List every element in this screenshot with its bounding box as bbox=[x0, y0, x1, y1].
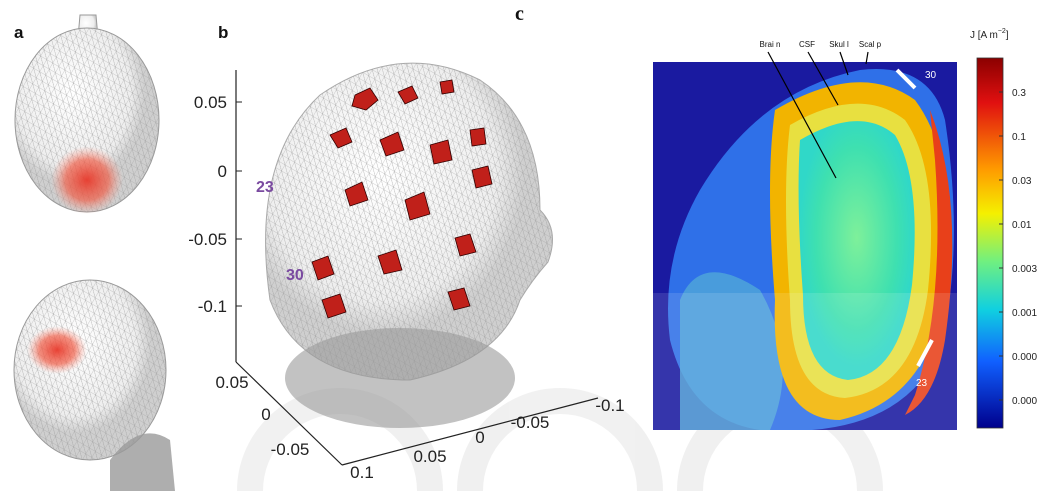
colorbar-label: 0.001 bbox=[1012, 308, 1037, 319]
colorbar-label: 0.01 bbox=[1012, 220, 1032, 231]
panel-label: b bbox=[218, 23, 228, 42]
colorbar-label: 0.1 bbox=[1012, 132, 1026, 143]
tick-label: -0.05 bbox=[188, 230, 227, 249]
tissue-label: Scal p bbox=[859, 40, 882, 49]
tick-label: 0 bbox=[475, 428, 484, 447]
tick-label: -0.1 bbox=[595, 396, 624, 415]
tick-label: 0 bbox=[261, 405, 270, 424]
colorbar-title-exponent: −2 bbox=[998, 28, 1006, 35]
colorbar bbox=[977, 58, 1003, 428]
colorbar-label: 0.0003 bbox=[1012, 352, 1037, 363]
colorbar-label: 0.3 bbox=[1012, 88, 1026, 99]
figure: a b bbox=[0, 0, 1037, 491]
tick-label: 0 bbox=[218, 162, 227, 181]
tick-label: -0.1 bbox=[198, 297, 227, 316]
panel-label: a bbox=[14, 23, 24, 42]
tissue-label: Skul l bbox=[829, 40, 849, 49]
head-back-view bbox=[14, 280, 175, 491]
tick-label: 0.1 bbox=[350, 463, 374, 482]
tick-label: -0.05 bbox=[271, 440, 310, 459]
electrode-annotation: 30 bbox=[286, 267, 304, 284]
tick-label: 0.05 bbox=[215, 373, 248, 392]
colorbar-title-text: ] bbox=[1006, 30, 1009, 41]
colorbar-label: 0.003 bbox=[1012, 264, 1037, 275]
head-3d bbox=[266, 63, 553, 428]
electrode-marker-label: 30 bbox=[925, 70, 937, 81]
colorbar-label: 0.03 bbox=[1012, 176, 1032, 187]
tick-label: -0.05 bbox=[511, 413, 550, 432]
panel-label: c bbox=[515, 3, 524, 25]
colorbar-ticks: 0.3 0.1 0.03 0.01 0.003 0.001 0.0003 0.0001 bbox=[999, 88, 1037, 407]
page: {"panels": [ {"label": "a"}, {"label": "… bbox=[0, 0, 1037, 491]
head-top-view bbox=[15, 15, 159, 214]
colorbar-title: J [A m−2] bbox=[970, 28, 1009, 41]
tick-label: 0.05 bbox=[413, 447, 446, 466]
electrode-annotation: 23 bbox=[256, 179, 274, 196]
tissue-label: CSF bbox=[799, 40, 815, 49]
current-density-map bbox=[653, 62, 957, 431]
tissue-label: Brai n bbox=[760, 40, 781, 49]
tick-label: 0.05 bbox=[194, 93, 227, 112]
electrode-marker-label: 23 bbox=[916, 378, 928, 389]
colorbar-title-text: J [A m bbox=[970, 30, 998, 41]
colorbar-label: 0.0001 bbox=[1012, 396, 1037, 407]
